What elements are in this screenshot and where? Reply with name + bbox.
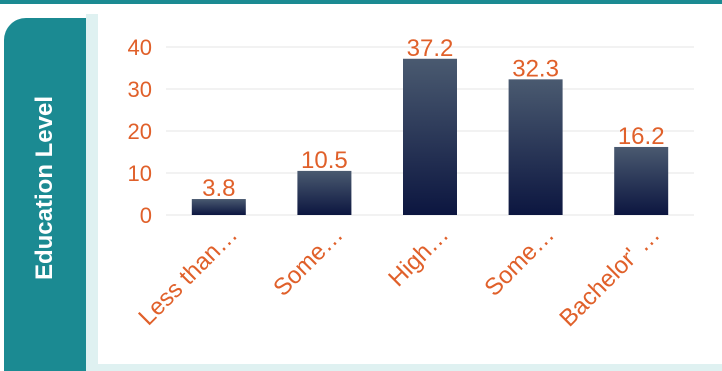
category-label: Bachelor' … <box>554 221 665 332</box>
data-label: 3.8 <box>202 175 235 202</box>
top-accent-rule <box>0 0 722 4</box>
category-label: Some… <box>268 221 348 301</box>
category-label: Some… <box>479 221 559 301</box>
bar <box>403 58 457 216</box>
y-tick-label: 40 <box>128 35 152 60</box>
category-label: High… <box>383 221 454 292</box>
category-labels: Less than… Some… High… Some…Bachelor' … <box>133 221 665 332</box>
bar <box>191 199 246 215</box>
data-label: 10.5 <box>301 147 348 174</box>
bottom-accent-rule <box>86 364 722 371</box>
y-tick-label: 10 <box>128 161 152 186</box>
y-tick-label: 20 <box>128 119 152 144</box>
data-label: 16.2 <box>618 123 665 150</box>
bar <box>614 146 669 215</box>
y-tick-label: 30 <box>128 77 152 102</box>
bar <box>297 170 352 215</box>
data-label: 37.2 <box>407 35 454 62</box>
data-labels: 3.8 10.5 37.2 32.3 16.2 <box>202 35 664 202</box>
plot-panel <box>86 14 716 364</box>
y-tick-labels: 0 10 20 30 40 <box>128 35 152 228</box>
category-label: Less than… <box>133 221 243 331</box>
data-label: 32.3 <box>512 55 559 82</box>
bars <box>191 58 669 216</box>
y-tick-label: 0 <box>140 203 152 228</box>
side-title-tab <box>4 18 86 371</box>
bar <box>508 79 563 215</box>
